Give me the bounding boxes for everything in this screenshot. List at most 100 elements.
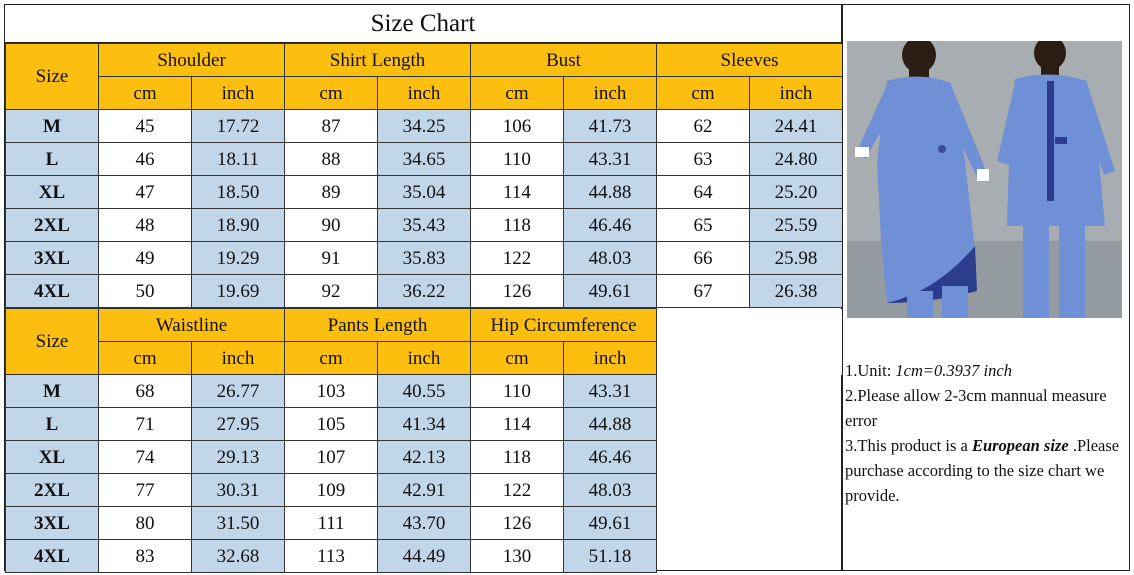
value-cell: 68 bbox=[98, 374, 192, 408]
value-cell: 42.13 bbox=[377, 440, 472, 474]
value-cell: 26.38 bbox=[749, 274, 844, 308]
unit-header: cm bbox=[98, 341, 192, 375]
value-cell: 29.13 bbox=[190, 440, 286, 474]
group-header: Bust bbox=[470, 43, 658, 77]
value-cell: 110 bbox=[470, 142, 565, 176]
value-cell: 34.65 bbox=[377, 142, 472, 176]
size-table-top: Size Shoulder Shirt Length Bust Sleeves … bbox=[5, 43, 844, 308]
table-row: L 46 18.11 88 34.65 110 43.31 63 24.80 bbox=[5, 142, 844, 176]
unit-header: inch bbox=[749, 76, 844, 110]
note-unit: 1.Unit: 1cm=0.3937 inch bbox=[845, 361, 1012, 380]
size-cell: XL bbox=[5, 175, 99, 209]
unit-header: inch bbox=[377, 76, 472, 110]
value-cell: 114 bbox=[470, 407, 565, 441]
value-cell: 19.69 bbox=[190, 274, 286, 308]
value-cell: 49.61 bbox=[563, 506, 658, 540]
note-measure-error: 2.Please allow 2-3cm mannual measure err… bbox=[845, 386, 1107, 430]
value-cell: 64 bbox=[656, 175, 751, 209]
table-row: 4XL 83 32.68 113 44.49 130 51.18 bbox=[5, 539, 843, 573]
value-cell: 118 bbox=[470, 208, 565, 242]
unit-header: cm bbox=[284, 341, 379, 375]
product-photo bbox=[847, 41, 1122, 318]
unit-header: inch bbox=[563, 76, 658, 110]
group-header: Shoulder bbox=[97, 43, 286, 77]
group-header: Pants Length bbox=[284, 308, 472, 342]
value-cell: 48.03 bbox=[563, 473, 658, 507]
note-european-size: 3.This product is a European size .Pleas… bbox=[845, 436, 1120, 505]
table-row: M 45 17.72 87 34.25 106 41.73 62 24.41 bbox=[5, 109, 844, 143]
right-model-figure bbox=[997, 41, 1115, 318]
value-cell: 35.43 bbox=[377, 208, 472, 242]
value-cell: 83 bbox=[98, 539, 192, 573]
value-cell: 71 bbox=[98, 407, 192, 441]
value-cell: 105 bbox=[284, 407, 379, 441]
value-cell: 109 bbox=[284, 473, 379, 507]
value-cell: 92 bbox=[284, 274, 379, 308]
value-cell: 107 bbox=[284, 440, 379, 474]
value-cell: 24.41 bbox=[749, 109, 844, 143]
value-cell: 18.50 bbox=[190, 175, 286, 209]
value-cell: 40.55 bbox=[377, 374, 472, 408]
value-cell: 77 bbox=[98, 473, 192, 507]
value-cell: 48.03 bbox=[563, 241, 658, 275]
unit-header: cm bbox=[470, 341, 565, 375]
size-cell: M bbox=[5, 109, 99, 143]
value-cell: 24.80 bbox=[749, 142, 844, 176]
size-notes: 1.Unit: 1cm=0.3937 inch 2.Please allow 2… bbox=[845, 358, 1129, 508]
size-table-bottom: Size Waistline Pants Length Hip Circumfe… bbox=[5, 308, 843, 573]
value-cell: 44.88 bbox=[563, 175, 658, 209]
value-cell: 41.34 bbox=[377, 407, 472, 441]
value-cell: 41.73 bbox=[563, 109, 658, 143]
value-cell: 50 bbox=[98, 274, 192, 308]
size-header: Size bbox=[5, 308, 99, 375]
value-cell: 51.18 bbox=[563, 539, 658, 573]
unit-header: inch bbox=[377, 341, 472, 375]
value-cell: 31.50 bbox=[190, 506, 286, 540]
value-cell: 110 bbox=[470, 374, 565, 408]
models-illustration bbox=[847, 41, 1122, 318]
value-cell: 46 bbox=[98, 142, 192, 176]
value-cell: 88 bbox=[284, 142, 379, 176]
table-row: 3XL 80 31.50 111 43.70 126 49.61 bbox=[5, 506, 843, 540]
value-cell: 113 bbox=[284, 539, 379, 573]
group-header: Waistline bbox=[97, 308, 286, 342]
value-cell: 65 bbox=[656, 208, 751, 242]
value-cell: 44.49 bbox=[377, 539, 472, 573]
value-cell: 49 bbox=[98, 241, 192, 275]
unit-header: inch bbox=[563, 341, 658, 375]
value-cell: 47 bbox=[98, 175, 192, 209]
group-header: Hip Circumference bbox=[470, 308, 658, 342]
value-cell: 35.04 bbox=[377, 175, 472, 209]
value-cell: 49.61 bbox=[563, 274, 658, 308]
value-cell: 36.22 bbox=[377, 274, 472, 308]
size-chart: Size Chart Size Shoulder Shirt Length Bu… bbox=[4, 4, 844, 573]
value-cell: 74 bbox=[98, 440, 192, 474]
value-cell: 91 bbox=[284, 241, 379, 275]
value-cell: 25.98 bbox=[749, 241, 844, 275]
size-cell: 3XL bbox=[5, 241, 99, 275]
value-cell: 30.31 bbox=[190, 473, 286, 507]
value-cell: 32.68 bbox=[190, 539, 286, 573]
value-cell: 87 bbox=[284, 109, 379, 143]
value-cell: 25.20 bbox=[749, 175, 844, 209]
value-cell: 18.11 bbox=[190, 142, 286, 176]
value-cell: 25.59 bbox=[749, 208, 844, 242]
value-cell: 122 bbox=[470, 473, 565, 507]
size-cell: 3XL bbox=[5, 506, 99, 540]
value-cell: 18.90 bbox=[190, 208, 286, 242]
value-cell: 19.29 bbox=[190, 241, 286, 275]
group-header: Sleeves bbox=[656, 43, 844, 77]
size-cell: 4XL bbox=[5, 274, 99, 308]
size-cell: 2XL bbox=[5, 473, 99, 507]
unit-header: inch bbox=[190, 341, 286, 375]
table-row: XL 74 29.13 107 42.13 118 46.46 bbox=[5, 440, 843, 474]
value-cell: 63 bbox=[656, 142, 751, 176]
table-row: 2XL 77 30.31 109 42.91 122 48.03 bbox=[5, 473, 843, 507]
value-cell: 43.31 bbox=[563, 374, 658, 408]
unit-header: cm bbox=[656, 76, 751, 110]
table-row: 3XL 49 19.29 91 35.83 122 48.03 66 25.98 bbox=[5, 241, 844, 275]
unit-header: inch bbox=[190, 76, 286, 110]
table-row: L 71 27.95 105 41.34 114 44.88 bbox=[5, 407, 843, 441]
unit-header: cm bbox=[284, 76, 379, 110]
table-row: 4XL 50 19.69 92 36.22 126 49.61 67 26.38 bbox=[5, 274, 844, 308]
